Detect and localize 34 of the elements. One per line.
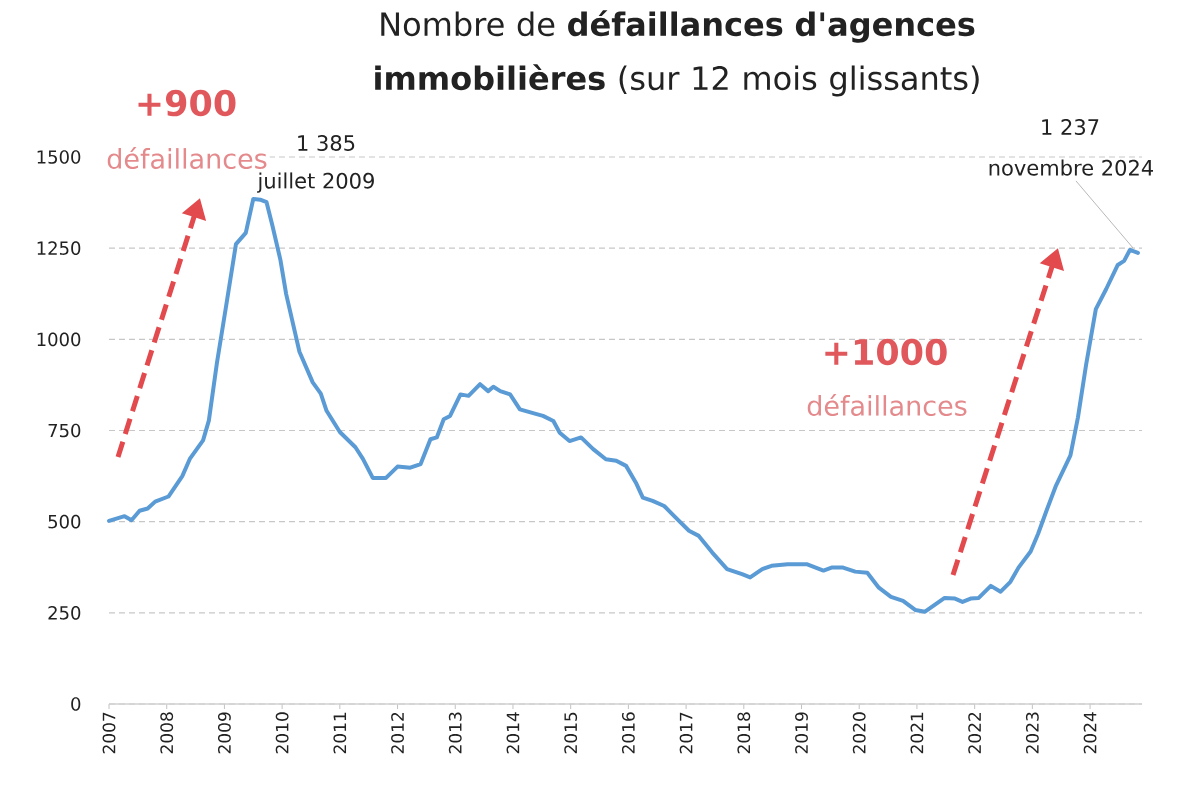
annotation: défaillances xyxy=(107,147,267,169)
y-tick-label: 1000 xyxy=(37,332,81,347)
x-tick-label: 2014 xyxy=(506,712,520,754)
x-tick-label: 2024 xyxy=(1083,712,1097,754)
x-tick-label: 2019 xyxy=(795,712,808,754)
x-tick-label: 2009 xyxy=(217,712,231,754)
chart-title: Nombre de défaillances d'agences immobilières (sur 12 mois glissants) xyxy=(375,10,979,97)
x-tick-label: 2023 xyxy=(1025,712,1039,754)
x-tick-label: 2008 xyxy=(160,712,174,754)
x-tick-label: 2010 xyxy=(275,712,289,754)
text: 1 237 xyxy=(1042,119,1099,135)
x-tick-label: 2011 xyxy=(333,712,347,754)
x-tick-label: 2018 xyxy=(737,712,751,754)
y-tick-label: 0 xyxy=(71,697,81,711)
x-tick-label: 2021 xyxy=(910,712,924,754)
x-tick-label: 2022 xyxy=(968,712,982,754)
y-tick-label: 1250 xyxy=(37,241,81,255)
y-tick-label: 1500 xyxy=(37,150,81,164)
x-tick-label: 2020 xyxy=(852,712,866,754)
x-tick-label: 2012 xyxy=(391,712,404,754)
annotation: novembre 2024 xyxy=(989,159,1154,176)
x-tick-label: 2007 xyxy=(102,712,116,754)
annotation: défaillances xyxy=(807,394,967,416)
y-tick-label: 250 xyxy=(48,606,81,620)
annotation: +1000 xyxy=(825,338,947,366)
x-tick-label: 2016 xyxy=(621,712,635,754)
text: +900 xyxy=(138,89,236,117)
x-tick-label: 2015 xyxy=(564,712,578,754)
y-tick-label: 500 xyxy=(48,514,81,529)
x-tick-label: 2013 xyxy=(448,712,462,754)
text: 1 385 xyxy=(298,135,355,151)
x-tick-label: 2017 xyxy=(679,712,693,754)
y-tick-label: 750 xyxy=(48,423,81,438)
annotation: juillet 2009 xyxy=(257,172,374,193)
